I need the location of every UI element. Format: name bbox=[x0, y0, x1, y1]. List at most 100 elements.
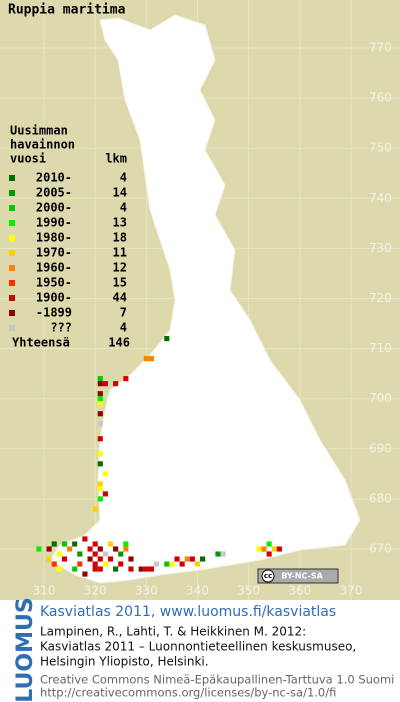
y-tick-label: 720 bbox=[369, 291, 392, 305]
occurrence-square bbox=[97, 396, 103, 402]
occurrence-square bbox=[113, 546, 119, 552]
occurrence-square bbox=[87, 556, 93, 562]
legend-label: ??? bbox=[50, 321, 72, 335]
occurrence-square bbox=[61, 556, 68, 562]
legend-label: 1990- bbox=[36, 216, 72, 230]
legend-label: 1970- bbox=[36, 246, 72, 260]
occurrence-square bbox=[113, 381, 119, 387]
occurrence-square bbox=[174, 556, 180, 562]
occurrence-square bbox=[266, 551, 272, 557]
badge-text: BY-NC-SA bbox=[281, 572, 323, 581]
occurrence-square bbox=[97, 391, 103, 397]
occurrence-square bbox=[107, 541, 114, 547]
occurrence-square bbox=[97, 546, 103, 552]
occurrence-square bbox=[92, 566, 98, 572]
occurrence-square bbox=[148, 566, 155, 572]
badge-icon-circle bbox=[261, 569, 275, 583]
occurrence-square bbox=[46, 556, 52, 562]
occurrence-square bbox=[200, 556, 206, 562]
legend-title: havainnon bbox=[10, 138, 75, 152]
badge-icon: cc bbox=[264, 572, 272, 580]
occurrence-square bbox=[77, 561, 83, 567]
occurrence-square bbox=[123, 376, 129, 382]
y-tick-label: 730 bbox=[369, 241, 392, 255]
occurrence-square bbox=[113, 566, 119, 572]
occurrence-square bbox=[164, 336, 170, 342]
legend-swatch bbox=[9, 205, 15, 211]
citation-line: Lampinen, R., Lahti, T. & Heikkinen M. 2… bbox=[40, 625, 306, 639]
tick-labels: 310 320 330 340 350 360 370 670 680 690 700 710 720 7… bbox=[33, 41, 392, 598]
side-logo: LUOMUS bbox=[13, 597, 38, 702]
occurrence-square bbox=[276, 546, 282, 552]
y-tick-label: 700 bbox=[369, 391, 392, 405]
occurrence-square bbox=[118, 561, 124, 567]
legend-count: 4 bbox=[120, 321, 127, 335]
occurrence-square bbox=[72, 566, 78, 572]
legend-label: 2010- bbox=[36, 171, 72, 185]
x-tick-label: 360 bbox=[288, 584, 311, 598]
occurrence-square bbox=[97, 401, 103, 407]
occurrence-square bbox=[77, 551, 83, 557]
legend-swatch bbox=[9, 295, 15, 301]
badge-box bbox=[257, 568, 339, 584]
legend-count: 14 bbox=[113, 186, 127, 200]
x-tick-label: 320 bbox=[84, 584, 107, 598]
map-title: Ruppia maritima bbox=[8, 3, 126, 18]
occurrence-square bbox=[107, 556, 114, 562]
occurrence-square bbox=[138, 566, 144, 572]
legend-swatch bbox=[9, 175, 15, 181]
license-line: http://creativecommons.org/licenses/by-n… bbox=[40, 686, 336, 700]
finland-outline bbox=[49, 14, 361, 584]
legend-swatch bbox=[9, 280, 15, 286]
legend-count: 15 bbox=[113, 276, 127, 290]
legend-label: 1980- bbox=[36, 231, 72, 245]
legend-count-header: lkm bbox=[105, 152, 127, 166]
occurrence-square bbox=[169, 561, 175, 567]
occurrence-square bbox=[67, 546, 73, 552]
legend-label: 2000- bbox=[36, 201, 72, 215]
occurrence-square bbox=[102, 471, 108, 477]
y-tick-label: 740 bbox=[369, 191, 392, 205]
legend-label: 1950- bbox=[36, 276, 72, 290]
y-tick-label: 670 bbox=[369, 542, 392, 556]
occurrence-square bbox=[56, 551, 62, 557]
occurrence-squares bbox=[36, 336, 282, 577]
citation-line: Kasviatlas 2011 – Luonnontieteellinen ke… bbox=[40, 640, 356, 654]
occurrence-square bbox=[148, 356, 155, 362]
occurrence-square bbox=[220, 551, 226, 557]
occurrence-square bbox=[92, 561, 98, 567]
occurrence-square bbox=[97, 436, 103, 442]
occurrence-square bbox=[102, 491, 108, 497]
legend-swatch bbox=[9, 325, 15, 331]
x-tick-label: 310 bbox=[33, 584, 56, 598]
legend-count: 11 bbox=[113, 246, 127, 260]
y-tick-label: 690 bbox=[369, 441, 392, 455]
occurrence-square bbox=[72, 541, 78, 547]
license-badge: cc BY-NC-SA bbox=[257, 568, 339, 584]
occurrence-square bbox=[46, 546, 52, 552]
occurrence-square bbox=[56, 566, 62, 572]
y-tick-label: 770 bbox=[369, 41, 392, 55]
y-tick-label: 680 bbox=[369, 491, 392, 505]
legend-count: 12 bbox=[113, 261, 127, 275]
occurrence-square bbox=[143, 566, 149, 572]
citation-line: Helsingin Yliopisto, Helsinki. bbox=[40, 655, 209, 669]
legend-title: Uusimman bbox=[10, 124, 68, 138]
legend-label: 1900- bbox=[36, 291, 72, 305]
x-tick-label: 370 bbox=[340, 584, 363, 598]
occurrence-square bbox=[97, 566, 103, 572]
occurrence-square bbox=[61, 541, 68, 547]
occurrence-square bbox=[143, 356, 149, 362]
occurrence-square bbox=[154, 561, 160, 567]
occurrence-square bbox=[128, 566, 134, 572]
footer: Lampinen, R., Lahti, T. & Heikkinen M. 2… bbox=[40, 625, 394, 700]
occurrence-square bbox=[215, 551, 221, 557]
y-tick-label: 710 bbox=[369, 341, 392, 355]
legend-total-label: Yhteensä bbox=[12, 336, 70, 350]
legend-swatch bbox=[9, 235, 15, 241]
occurrence-square bbox=[97, 496, 103, 502]
occurrence-square bbox=[97, 461, 103, 467]
legend-count: 13 bbox=[113, 216, 127, 230]
occurrence-square bbox=[82, 536, 88, 542]
occurrence-square bbox=[123, 541, 129, 547]
